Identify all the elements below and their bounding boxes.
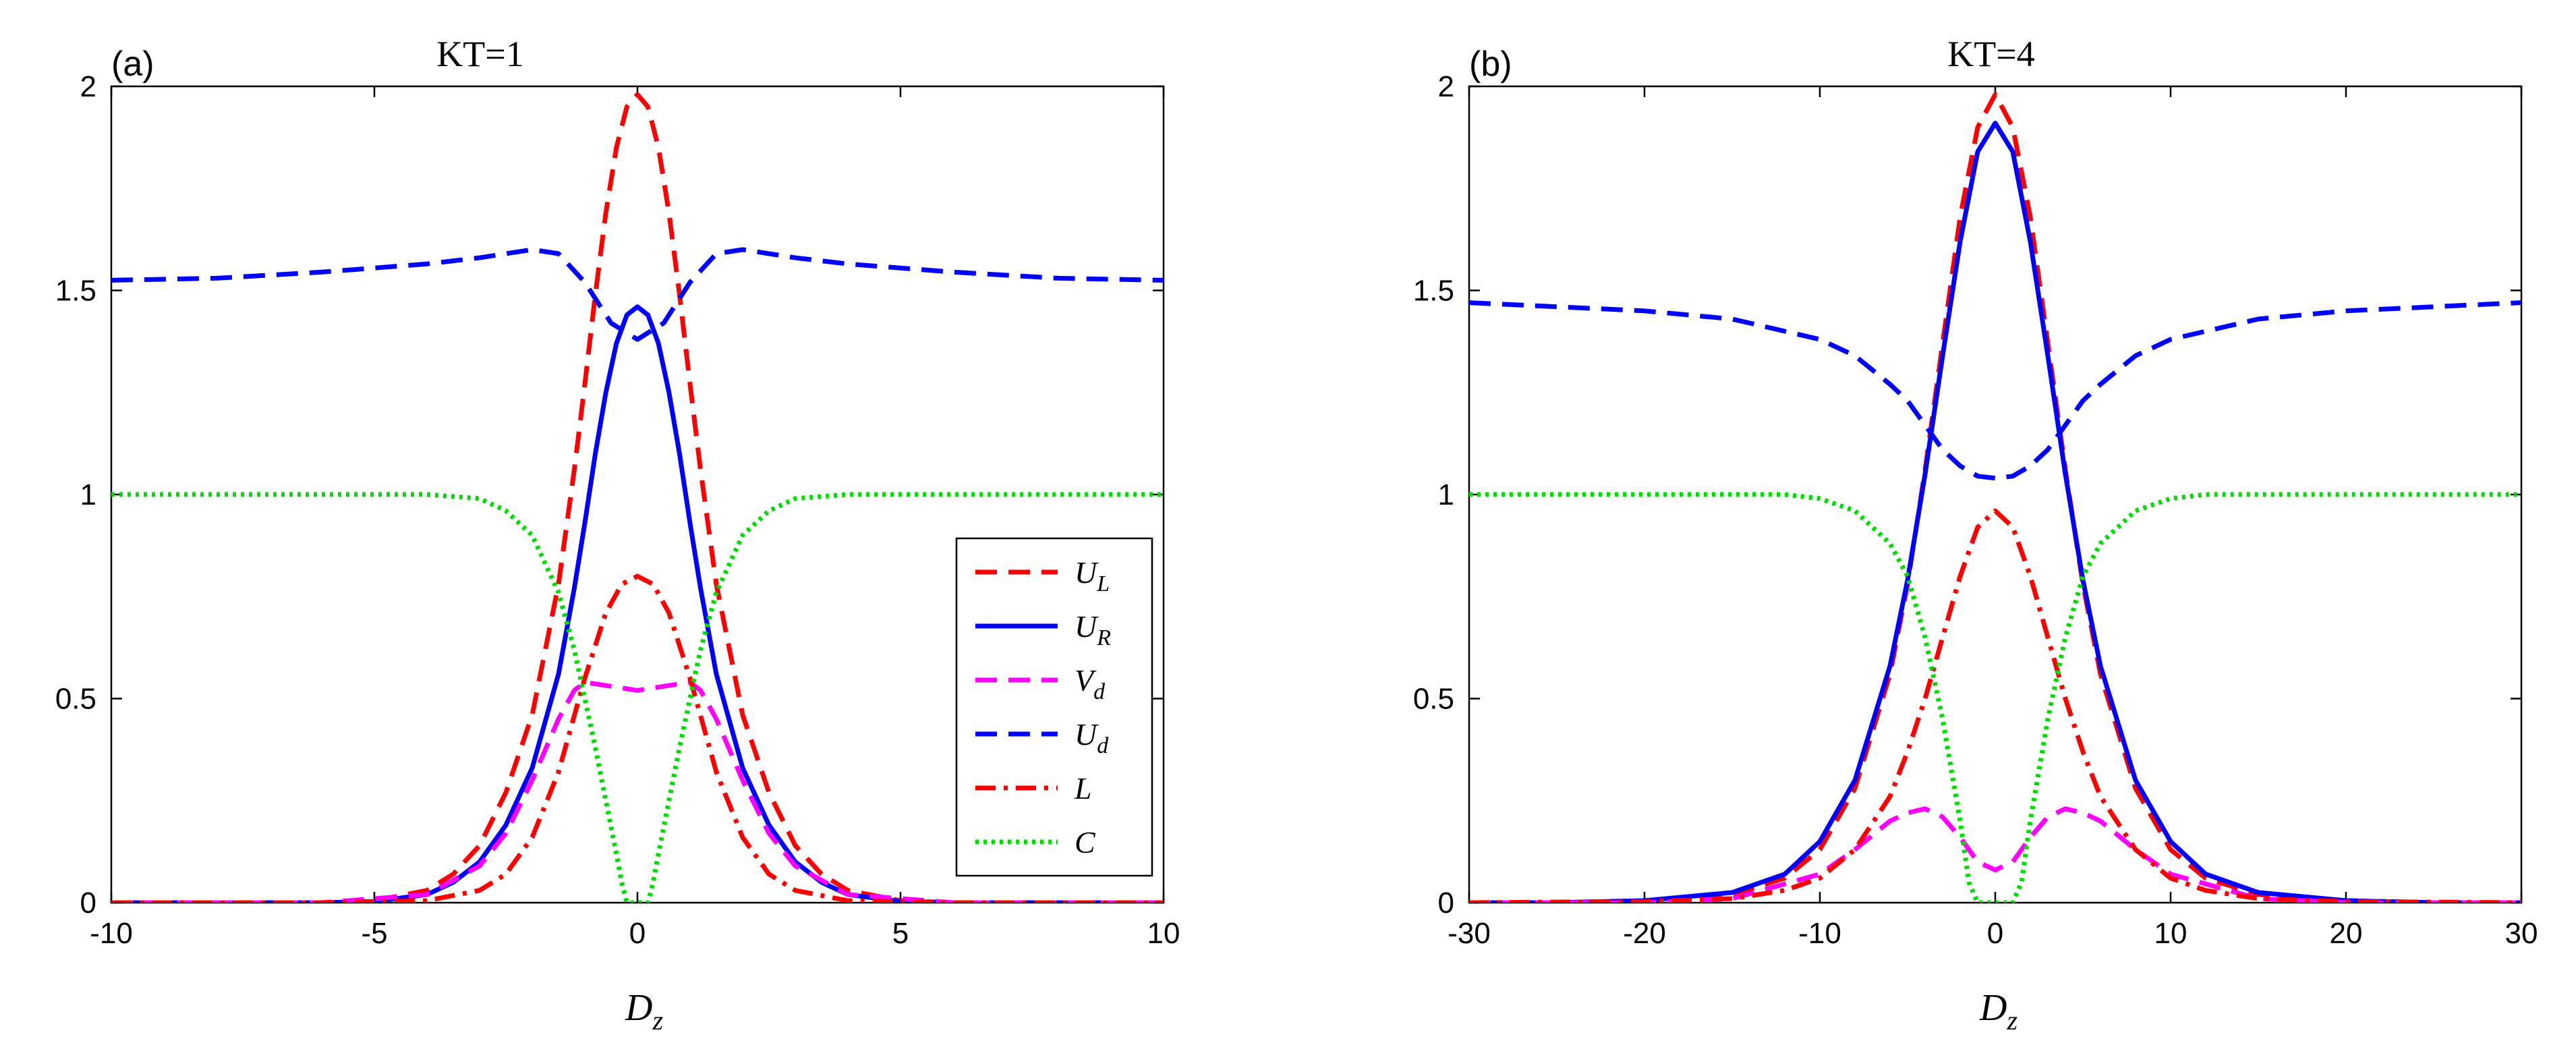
legend-label-u-r: UR <box>1075 609 1111 650</box>
panel-a-x-tick-label: 10 <box>1147 917 1180 950</box>
panel-b-x-tick-label: -10 <box>1798 917 1841 950</box>
panel-a-y-tick-label: 0 <box>80 886 96 920</box>
panel-a-series-l <box>111 573 1164 903</box>
panel-b-series-l <box>1469 508 2521 903</box>
panel-a-x-axis-label-sub: z <box>652 1005 663 1036</box>
legend-label-c: C <box>1075 825 1096 859</box>
panel-b-y-tick-label: 1.5 <box>1413 275 1454 308</box>
panel-a-series-u-d <box>111 247 1164 342</box>
panel-b-y-tick-label: 2 <box>1438 70 1454 103</box>
panel-b-x-axis-label: Dz <box>1979 987 2017 1036</box>
legend-label-l: L <box>1074 771 1092 806</box>
panel-b-x-tick-label: -20 <box>1623 917 1666 950</box>
panel-a-x-axis-label: Dz <box>625 987 663 1036</box>
panel-a-y-tick-label: 1.5 <box>55 275 96 308</box>
legend-box <box>955 537 1153 877</box>
panel-a-x-tick-label: -5 <box>361 917 387 950</box>
panel-b-series-u-r <box>1469 121 2521 903</box>
panel-b-x-axis-label-base: D <box>1979 987 2007 1029</box>
panel-b-series-u-l <box>1469 92 2521 903</box>
panel-a-series-c <box>111 492 1164 903</box>
panel-a-series-v-d <box>111 679 1164 903</box>
panel-a-plot-area: -10 -5 0 5 10 0 0.5 1 1.5 2 <box>55 70 1180 950</box>
panel-a-x-tick-label: -10 <box>90 917 133 950</box>
panel-b: (b) KT=4 -30 -20 -10 0 10 20 30 0 0.5 1 1.5 2 Dz <box>1413 34 2538 1036</box>
panel-a-y-tick-label: 0.5 <box>55 683 96 716</box>
panel-b-x-tick-label: 30 <box>2505 917 2538 950</box>
panel-b-x-tick-label: 10 <box>2154 917 2187 950</box>
panel-b-y-tick-label: 0.5 <box>1413 683 1454 716</box>
panel-a-series-u-l <box>111 92 1164 903</box>
panel-b-x-axis-label-sub: z <box>2006 1005 2017 1036</box>
legend: UL UR Vd Ud LC <box>955 537 1153 877</box>
panel-b-plot-area: -30 -20 -10 0 10 20 30 0 0.5 1 1.5 2 <box>1413 70 2538 950</box>
panel-b-x-tick-label: -30 <box>1448 917 1491 950</box>
panel-a-y-tick-label: 1 <box>80 478 96 511</box>
panel-a-title: KT=1 <box>436 34 523 74</box>
panel-b-label: (b) <box>1469 45 1512 84</box>
svg-text:Dz: Dz <box>625 987 663 1036</box>
panel-b-y-tick-label: 0 <box>1438 886 1454 920</box>
panel-a-x-axis-label-base: D <box>625 987 652 1029</box>
panel-b-x-tick-label: 0 <box>1987 917 2003 950</box>
svg-text:Dz: Dz <box>1979 987 2017 1036</box>
legend-label-u-l: UL <box>1075 555 1110 596</box>
panel-a: (a) KT=1 -10 -5 0 5 10 0 0.5 1 1.5 2 Dz <box>55 34 1180 1036</box>
panel-b-y-tick-label: 1 <box>1438 478 1454 511</box>
panel-b-x-tick-label: 20 <box>2330 917 2363 950</box>
panel-b-title: KT=4 <box>1947 34 2034 74</box>
panel-a-x-tick-label: 0 <box>629 917 646 950</box>
legend-label-u-d: Ud <box>1075 717 1109 758</box>
panel-b-series-u-d <box>1469 300 2521 481</box>
panel-a-y-tick-label: 2 <box>80 70 96 103</box>
legend-label-v-d: Vd <box>1075 663 1106 704</box>
panel-a-label: (a) <box>111 45 154 84</box>
panel-b-series-c <box>1469 492 2521 903</box>
panel-a-x-tick-label: 5 <box>892 917 909 950</box>
panel-b-series-v-d <box>1469 806 2521 903</box>
